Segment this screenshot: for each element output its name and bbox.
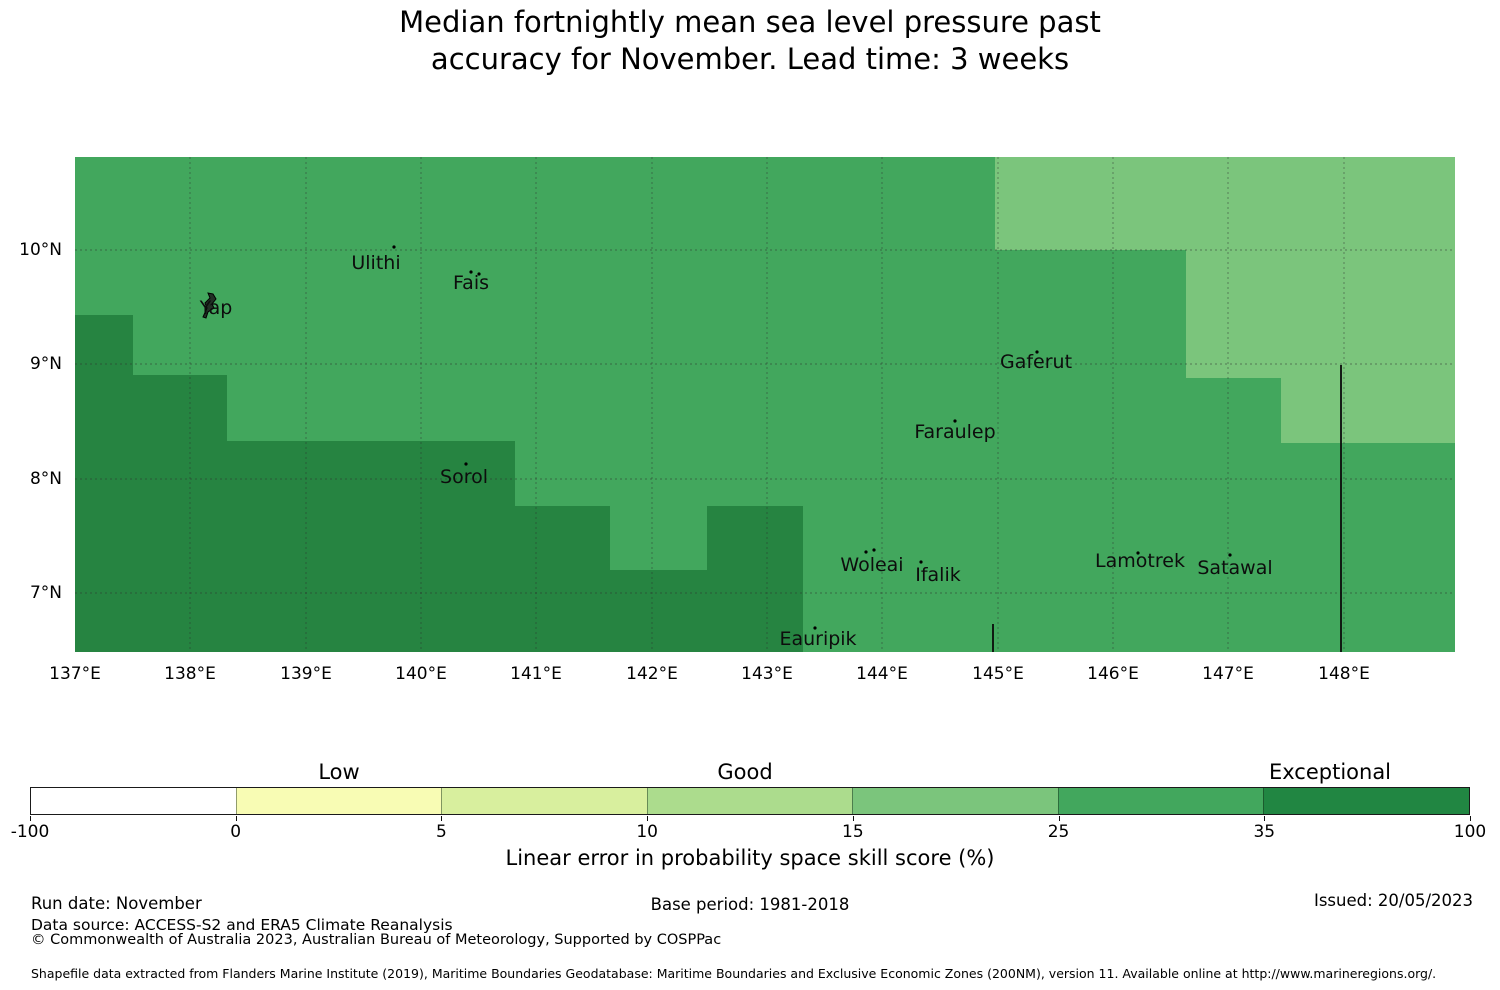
island-marker-dot-faraulep — [953, 419, 957, 423]
x-tick-label: 144°E — [856, 664, 908, 684]
y-tick-label: 9°N — [29, 354, 62, 374]
island-label-woleai: Woleai — [840, 554, 904, 576]
colorbar-tick-label: -100 — [10, 822, 50, 842]
x-tick-label: 140°E — [395, 664, 447, 684]
colorbar-tick-mark — [1058, 816, 1060, 821]
run-date-text: Run date: November — [31, 894, 202, 913]
x-tick-label: 139°E — [280, 664, 332, 684]
colorbar-segment-15to25 — [852, 788, 1058, 814]
island-marker-dot-fais — [469, 270, 473, 274]
x-tick-label: 137°E — [49, 664, 101, 684]
island-marker-dot-ifalik — [919, 560, 923, 564]
map-canvas — [75, 157, 1455, 652]
colorbar-segment-5to10 — [441, 788, 647, 814]
graticule-gridlines — [75, 157, 1455, 652]
colorbar-tick-label: 35 — [1253, 822, 1276, 842]
colorbar-segment-0to5 — [235, 788, 442, 814]
eez-boundary-lines — [992, 365, 1342, 652]
colorbar-tick-label: 0 — [230, 822, 242, 842]
island-label-satawal: Satawal — [1197, 557, 1273, 579]
shapefile-attribution-text: Shapefile data extracted from Flanders M… — [31, 966, 1437, 981]
x-tick-label: 145°E — [972, 664, 1024, 684]
island-label-fais: Fais — [452, 272, 490, 294]
colorbar-class-label-exceptional: Exceptional — [1268, 760, 1392, 784]
island-marker-dot-gaferut — [1035, 350, 1039, 354]
island-label-eauripik: Eauripik — [779, 628, 857, 650]
copyright-text: © Commonwealth of Australia 2023, Austra… — [31, 932, 722, 948]
island-markers — [392, 245, 1232, 630]
island-marker-dot-eauripik — [813, 626, 817, 630]
colorbar-tick-mark — [441, 816, 443, 821]
colorbar-tick-mark — [30, 816, 31, 821]
x-tick-label: 148°E — [1318, 664, 1370, 684]
data-source-text: Data source: ACCESS-S2 and ERA5 Climate … — [31, 916, 453, 934]
colorbar-axis-label: Linear error in probability space skill … — [505, 846, 995, 870]
x-tick-label: 142°E — [626, 664, 678, 684]
island-marker-dot-ulithi — [392, 245, 396, 249]
colorbar-tick-mark — [235, 816, 237, 821]
island-label-ulithi: Ulithi — [351, 252, 401, 274]
colorbar — [30, 787, 1470, 815]
colorbar-tick-label: 5 — [436, 822, 447, 842]
island-label-yap: Yap — [199, 297, 233, 319]
colorbar-tick-mark — [647, 816, 649, 821]
colorbar-segment--100to0 — [31, 788, 236, 814]
island-label-lamotrek: Lamotrek — [1095, 550, 1185, 572]
base-period-text: Base period: 1981-2018 — [650, 895, 850, 914]
colorbar-tick-label: 10 — [636, 822, 658, 842]
x-tick-label: 141°E — [510, 664, 562, 684]
colorbar-tick-label: 15 — [842, 822, 864, 842]
colorbar-tick-mark — [1264, 816, 1266, 821]
island-marker-dot-lamotrek — [1136, 551, 1140, 555]
y-tick-label: 8°N — [29, 469, 62, 489]
skill-region-15-25 — [995, 157, 1455, 443]
y-tick-label: 10°N — [19, 240, 62, 260]
yap-island-shape-icon — [202, 292, 217, 319]
x-tick-label: 143°E — [741, 664, 793, 684]
issued-date-text: Issued: 20/05/2023 — [1313, 891, 1473, 910]
colorbar-segment-25to35 — [1057, 788, 1264, 814]
island-marker-dot-woleai — [872, 548, 876, 552]
colorbar-segment-35to100 — [1263, 788, 1470, 814]
colorbar-segment-10to15 — [646, 788, 853, 814]
island-label-ifalik: Ifalik — [915, 564, 961, 586]
page-title-line1: Median fortnightly mean sea level pressu… — [399, 5, 1101, 39]
y-tick-label: 7°N — [29, 583, 62, 603]
page-title-line2: accuracy for November. Lead time: 3 week… — [430, 42, 1070, 76]
island-label-sorol: Sorol — [440, 466, 488, 488]
island-marker-dot-sorol — [464, 462, 468, 466]
colorbar-tick-mark — [852, 816, 854, 821]
skill-region-35-100 — [75, 315, 803, 652]
x-tick-label: 147°E — [1202, 664, 1254, 684]
x-tick-label: 138°E — [164, 664, 216, 684]
colorbar-tick-label: 100 — [1453, 822, 1487, 842]
x-tick-label: 146°E — [1087, 664, 1139, 684]
colorbar-tick-label: 25 — [1047, 822, 1070, 842]
island-marker-dot-fais — [477, 272, 481, 276]
island-label-faraulep: Faraulep — [914, 421, 996, 443]
island-marker-dot-satawal — [1228, 553, 1232, 557]
colorbar-class-label-good: Good — [717, 760, 773, 784]
colorbar-tick-mark — [1470, 816, 1471, 821]
colorbar-class-label-low: Low — [318, 760, 360, 784]
island-label-gaferut: Gaferut — [999, 351, 1073, 373]
map-plot-area — [75, 157, 1455, 652]
island-marker-dot-woleai — [864, 550, 868, 554]
